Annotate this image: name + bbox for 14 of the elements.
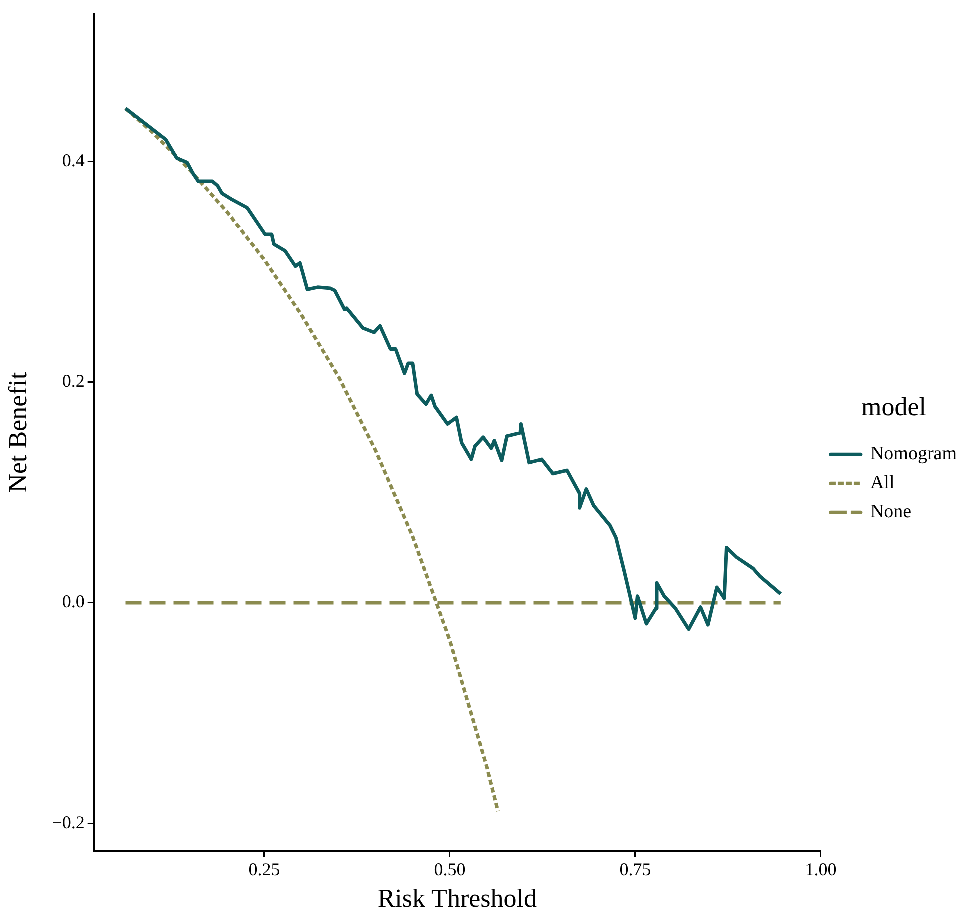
x-tick-label: 0.50: [434, 860, 466, 880]
x-axis-title: Risk Threshold: [378, 884, 537, 914]
x-tick-label: 1.00: [805, 860, 837, 880]
x-tick-label: 0.75: [620, 860, 652, 880]
x-tick-label: 0.25: [248, 860, 280, 880]
legend-label: All: [870, 472, 895, 494]
y-axis-title: Net Benefit: [3, 371, 32, 493]
legend-title: model: [861, 392, 926, 422]
legend-label: Nomogram: [870, 444, 958, 465]
legend-label: None: [870, 502, 912, 523]
y-tick-label: 0.2: [62, 371, 85, 392]
y-tick-label: 0.4: [62, 150, 85, 170]
y-tick-label: 0.0: [62, 592, 85, 612]
y-tick-label: −0.2: [52, 812, 85, 832]
